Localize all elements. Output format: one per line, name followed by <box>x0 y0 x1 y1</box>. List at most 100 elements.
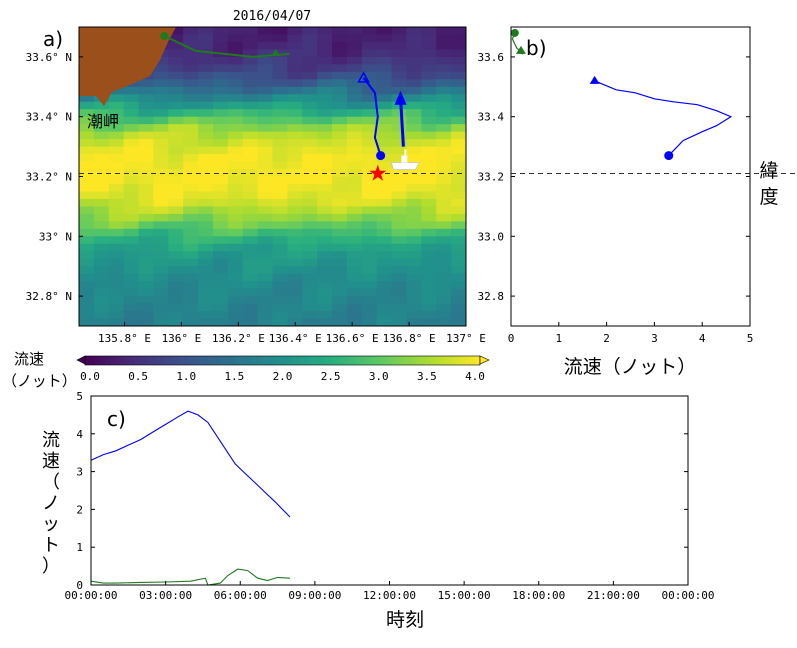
colorbar-segment <box>470 356 476 365</box>
track-arrowhead <box>394 90 407 105</box>
heatmap-cell <box>376 266 393 275</box>
heatmap-cell <box>346 206 363 215</box>
heatmap-cell <box>227 64 244 73</box>
heatmap-cell <box>123 258 140 267</box>
heatmap-cell <box>183 161 199 170</box>
heatmap-cell <box>391 101 408 110</box>
heatmap-cell <box>406 198 422 207</box>
heatmap-cell <box>332 243 348 252</box>
heatmap-cell <box>79 281 95 290</box>
heatmap-cell <box>183 311 199 320</box>
heatmap-cell <box>391 27 408 36</box>
heatmap-cell <box>108 191 125 200</box>
heatmap-cell <box>198 49 214 58</box>
heatmap-cell <box>287 139 303 148</box>
heatmap-cell <box>168 56 184 65</box>
heatmap-cell <box>332 34 348 43</box>
heatmap-cell <box>346 213 363 222</box>
heatmap-cell <box>79 318 95 326</box>
heatmap-cell <box>168 281 184 290</box>
heatmap-cell <box>138 183 155 193</box>
x-tick-label: 06:00:00 <box>214 589 267 602</box>
heatmap-cell <box>123 251 140 260</box>
y-tick-label: 33° N <box>39 230 72 243</box>
heatmap-cell <box>227 71 244 80</box>
heatmap-cell <box>421 206 437 215</box>
heatmap-cell <box>391 311 408 320</box>
heatmap-cell <box>272 318 288 326</box>
heatmap-cell <box>332 288 348 297</box>
heatmap-cell <box>198 296 214 305</box>
heatmap-cell <box>302 318 318 326</box>
heatmap-cell <box>93 303 110 312</box>
heatmap-cell <box>287 191 303 200</box>
heatmap-cell <box>79 139 95 148</box>
heatmap-cell <box>332 251 348 260</box>
heatmap-cell <box>272 266 288 275</box>
heatmap-cell <box>79 101 95 110</box>
heatmap-cell <box>108 146 125 155</box>
heatmap-cell <box>123 161 140 170</box>
heatmap-cell <box>138 266 155 275</box>
heatmap-field <box>79 27 466 326</box>
colorbar-right-arrow <box>479 355 490 365</box>
heatmap-cell <box>198 109 214 118</box>
profile-end-marker <box>664 151 674 161</box>
colorbar-segment <box>159 356 165 365</box>
colorbar-segment <box>144 356 150 365</box>
heatmap-cell <box>257 251 274 260</box>
heatmap-cell <box>227 79 244 88</box>
heatmap-cell <box>168 27 184 36</box>
heatmap-cell <box>198 64 214 73</box>
heatmap-cell <box>376 146 393 155</box>
heatmap-cell <box>272 176 288 185</box>
heatmap-cell <box>79 266 95 275</box>
colorbar-segment <box>346 356 353 365</box>
heatmap-cell <box>242 116 259 125</box>
heatmap-cell <box>317 124 333 133</box>
heatmap-cell <box>317 86 333 95</box>
heatmap-cell <box>361 213 378 222</box>
heatmap-cell <box>242 288 259 297</box>
heatmap-cell <box>257 64 274 73</box>
heatmap-cell <box>257 154 274 163</box>
heatmap-cell <box>272 49 288 58</box>
heatmap-cell <box>272 41 288 51</box>
colorbar: 0.0 0.5 1.0 1.5 2.0 2.5 3.0 3.5 4.0 流速 （ノット） <box>2 350 490 390</box>
heatmap-cell <box>287 34 303 43</box>
heatmap-cell <box>317 191 333 200</box>
heatmap-cell <box>257 41 274 51</box>
heatmap-cell <box>346 101 363 110</box>
heatmap-cell <box>242 266 259 275</box>
colorbar-segment <box>420 356 427 365</box>
heatmap-cell <box>227 273 244 282</box>
heatmap-cell <box>79 236 95 245</box>
heatmap-cell <box>451 101 466 110</box>
heatmap-cell <box>361 161 378 170</box>
heatmap-cell <box>332 146 348 155</box>
heatmap-cell <box>168 71 184 80</box>
heatmap-cell <box>346 41 363 51</box>
track-end-marker <box>271 48 280 56</box>
heatmap-cell <box>376 206 393 215</box>
x-tick-label: 0 <box>508 332 515 345</box>
heatmap-cell <box>183 27 199 36</box>
heatmap-cell <box>168 296 184 305</box>
heatmap-cell <box>93 281 110 290</box>
heatmap-cell <box>257 176 274 185</box>
colorbar-segment <box>173 356 180 365</box>
heatmap-cell <box>212 288 229 297</box>
heatmap-cell <box>242 139 259 148</box>
colorbar-segment <box>287 356 293 365</box>
heatmap-cell <box>451 109 466 118</box>
heatmap-cell <box>406 109 422 118</box>
heatmap-cell <box>212 303 229 312</box>
series-b <box>510 28 733 161</box>
heatmap-cell <box>361 41 378 51</box>
heatmap-cell <box>272 251 288 260</box>
heatmap-cell <box>138 228 155 237</box>
heatmap-cell <box>242 94 259 103</box>
heatmap-cell <box>391 183 408 193</box>
colorbar-ticks: 0.0 0.5 1.0 1.5 2.0 2.5 3.0 3.5 4.0 <box>80 370 485 383</box>
heatmap-cell <box>108 131 125 140</box>
